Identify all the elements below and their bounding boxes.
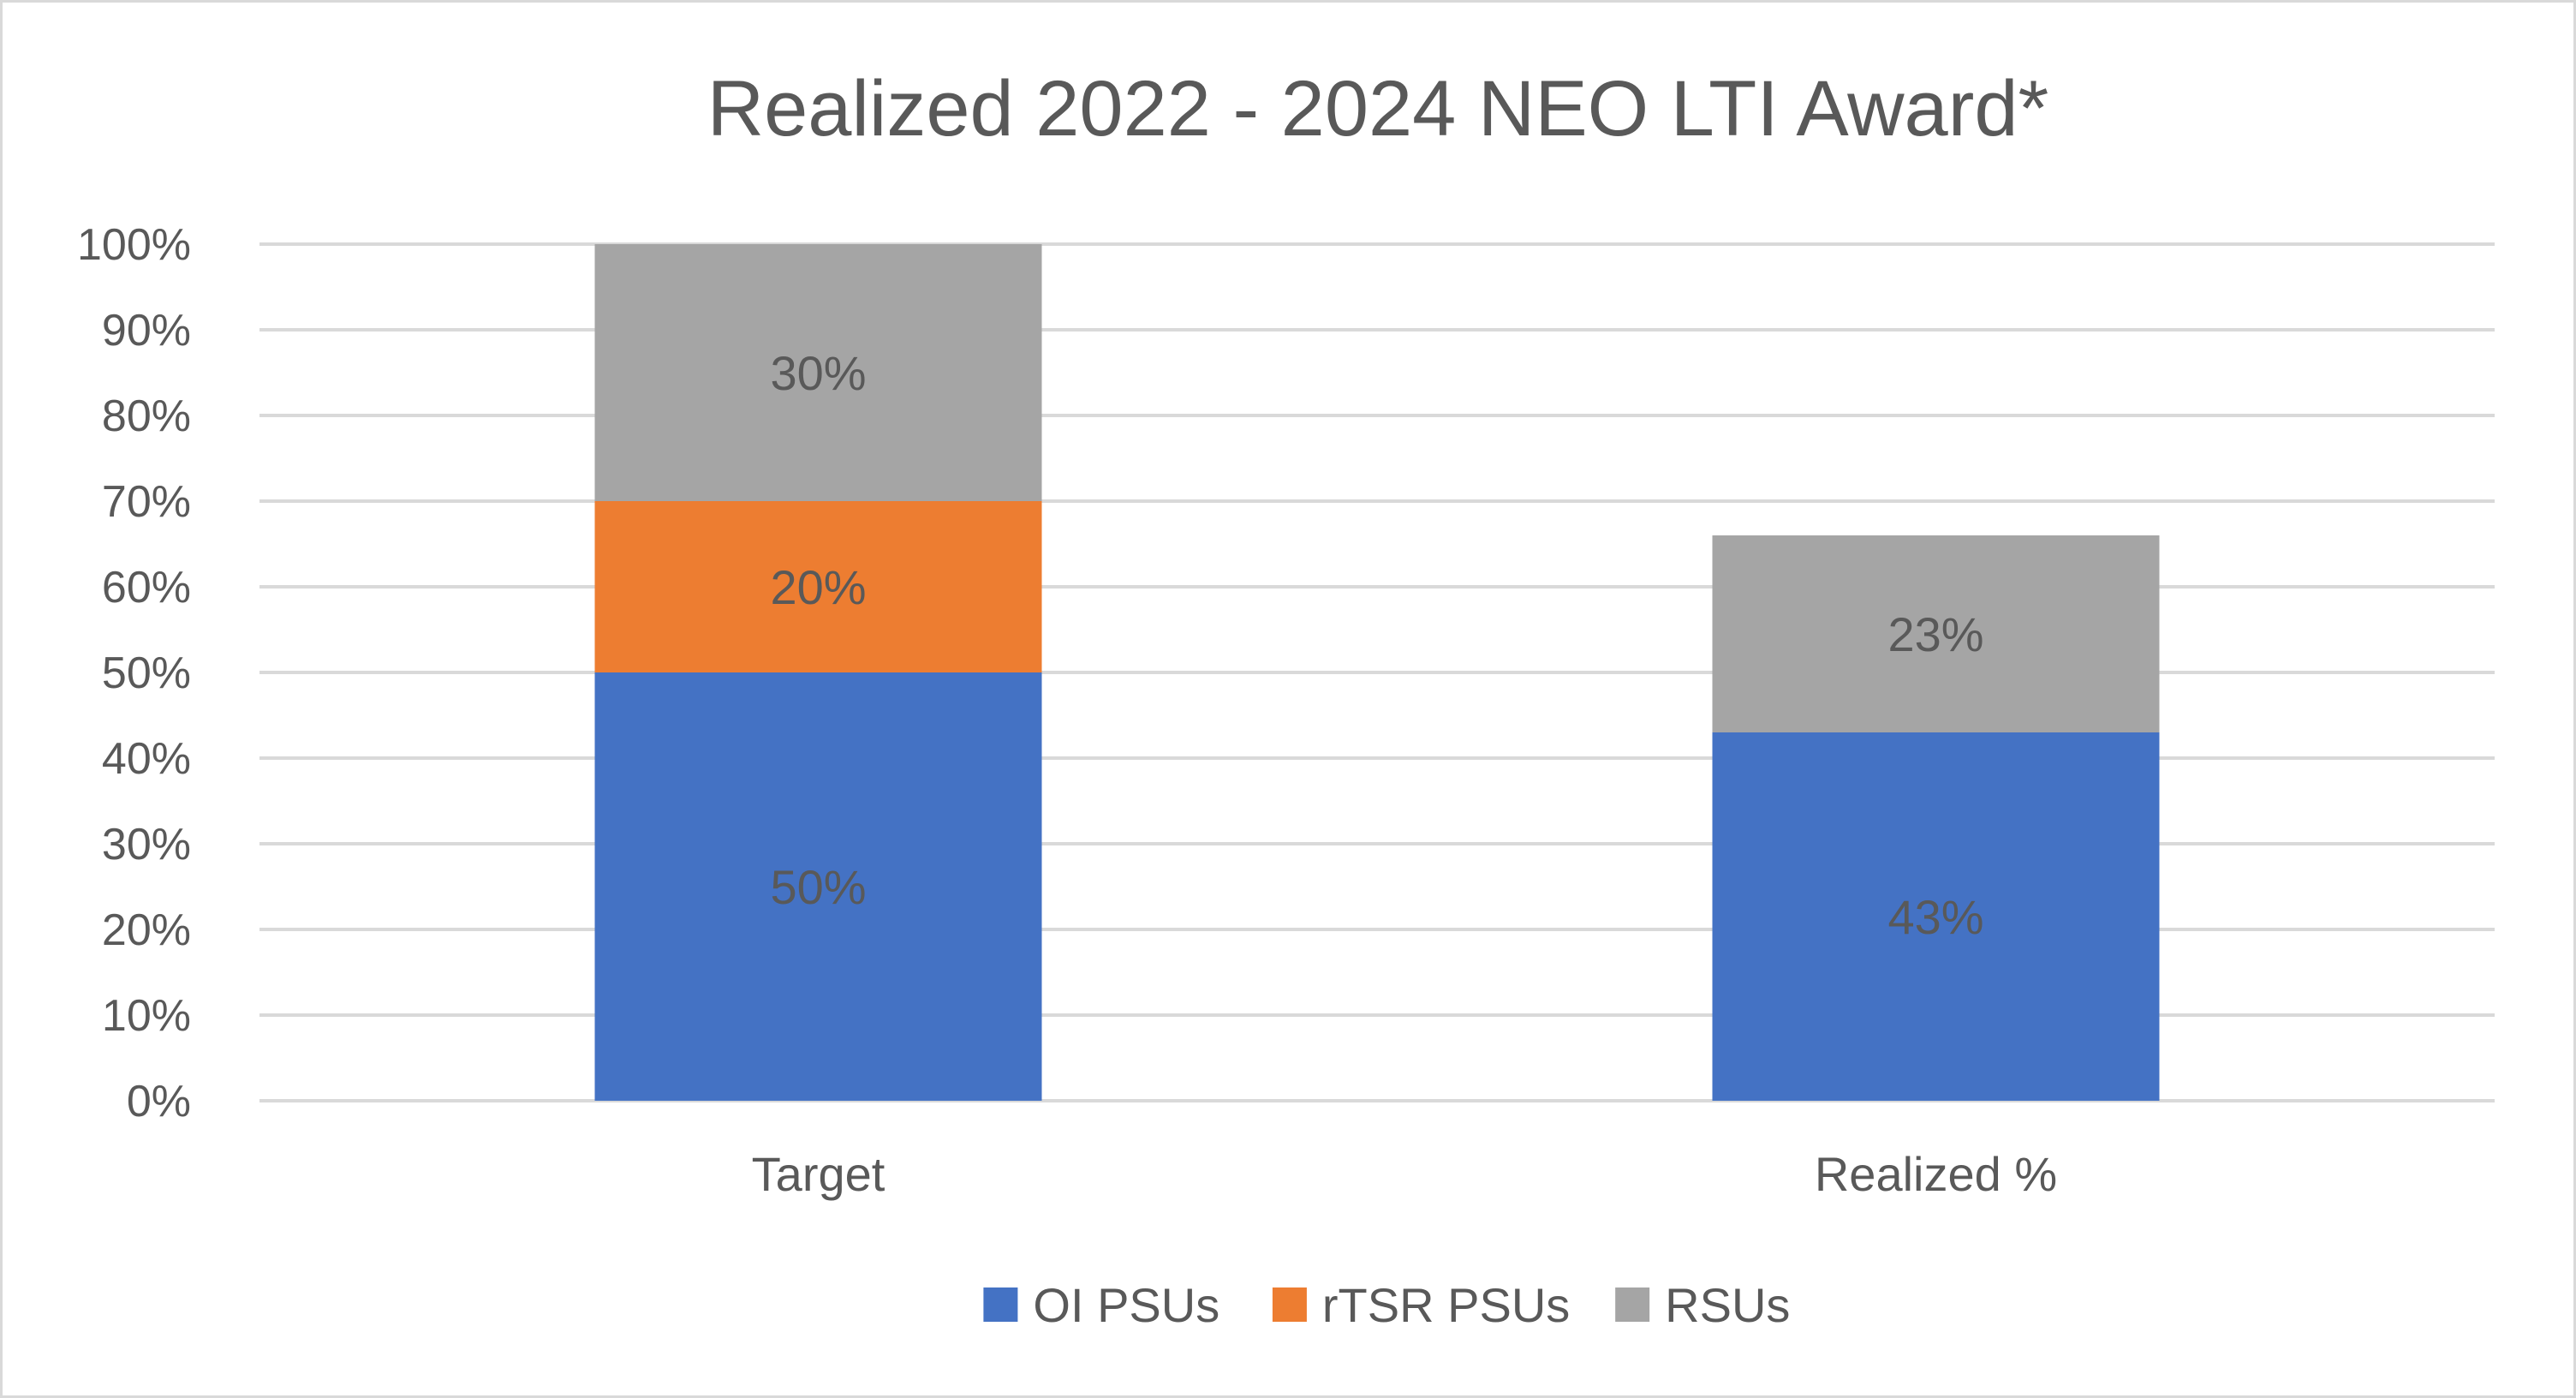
bars bbox=[594, 244, 2160, 1101]
legend-swatch bbox=[983, 1287, 1018, 1322]
y-tick-label: 50% bbox=[102, 648, 191, 698]
legend-swatch bbox=[1615, 1287, 1650, 1322]
y-tick-label: 60% bbox=[102, 563, 191, 612]
bar-segment bbox=[594, 672, 1042, 1101]
legend-swatch bbox=[1272, 1287, 1307, 1322]
legend-label: rTSR PSUs bbox=[1322, 1278, 1570, 1332]
x-category-label: Realized % bbox=[1815, 1147, 2057, 1201]
x-category-label: Target bbox=[752, 1147, 886, 1201]
legend-label: OI PSUs bbox=[1033, 1278, 1219, 1332]
y-axis: 0% 10% 20% 30% 40% 50% 60% 70% 80% 90% 100% bbox=[77, 220, 191, 1126]
data-label: 20% bbox=[770, 560, 866, 614]
data-label: 23% bbox=[1887, 607, 1983, 661]
legend-item: OI PSUs bbox=[983, 1278, 1219, 1332]
chart-title: Realized 2022 - 2024 NEO LTI Award* bbox=[707, 65, 2049, 152]
y-tick-label: 20% bbox=[102, 905, 191, 955]
legend-label: RSUs bbox=[1665, 1278, 1790, 1332]
y-tick-label: 10% bbox=[102, 991, 191, 1041]
stacked-bar-chart: Realized 2022 - 2024 NEO LTI Award* 0% 10… bbox=[77, 65, 2495, 1332]
bar-segment bbox=[594, 501, 1042, 672]
data-labels: 50% 20% 30% 43% 23% bbox=[770, 346, 1983, 944]
bar-segment bbox=[1712, 535, 2160, 732]
y-tick-label: 90% bbox=[102, 306, 191, 355]
legend: OI PSUs rTSR PSUs RSUs bbox=[983, 1278, 1790, 1332]
data-label: 50% bbox=[770, 860, 866, 914]
data-label: 30% bbox=[770, 346, 866, 400]
y-tick-label: 30% bbox=[102, 820, 191, 869]
y-tick-label: 40% bbox=[102, 734, 191, 784]
y-tick-label: 70% bbox=[102, 477, 191, 527]
y-tick-label: 100% bbox=[77, 220, 191, 270]
x-axis: Target Realized % bbox=[752, 1147, 2057, 1201]
y-tick-label: 0% bbox=[127, 1077, 191, 1126]
bar-segment bbox=[594, 244, 1042, 501]
data-label: 43% bbox=[1887, 890, 1983, 944]
legend-item: RSUs bbox=[1615, 1278, 1790, 1332]
bar-segment bbox=[1712, 732, 2160, 1101]
y-tick-label: 80% bbox=[102, 391, 191, 441]
legend-item: rTSR PSUs bbox=[1272, 1278, 1570, 1332]
